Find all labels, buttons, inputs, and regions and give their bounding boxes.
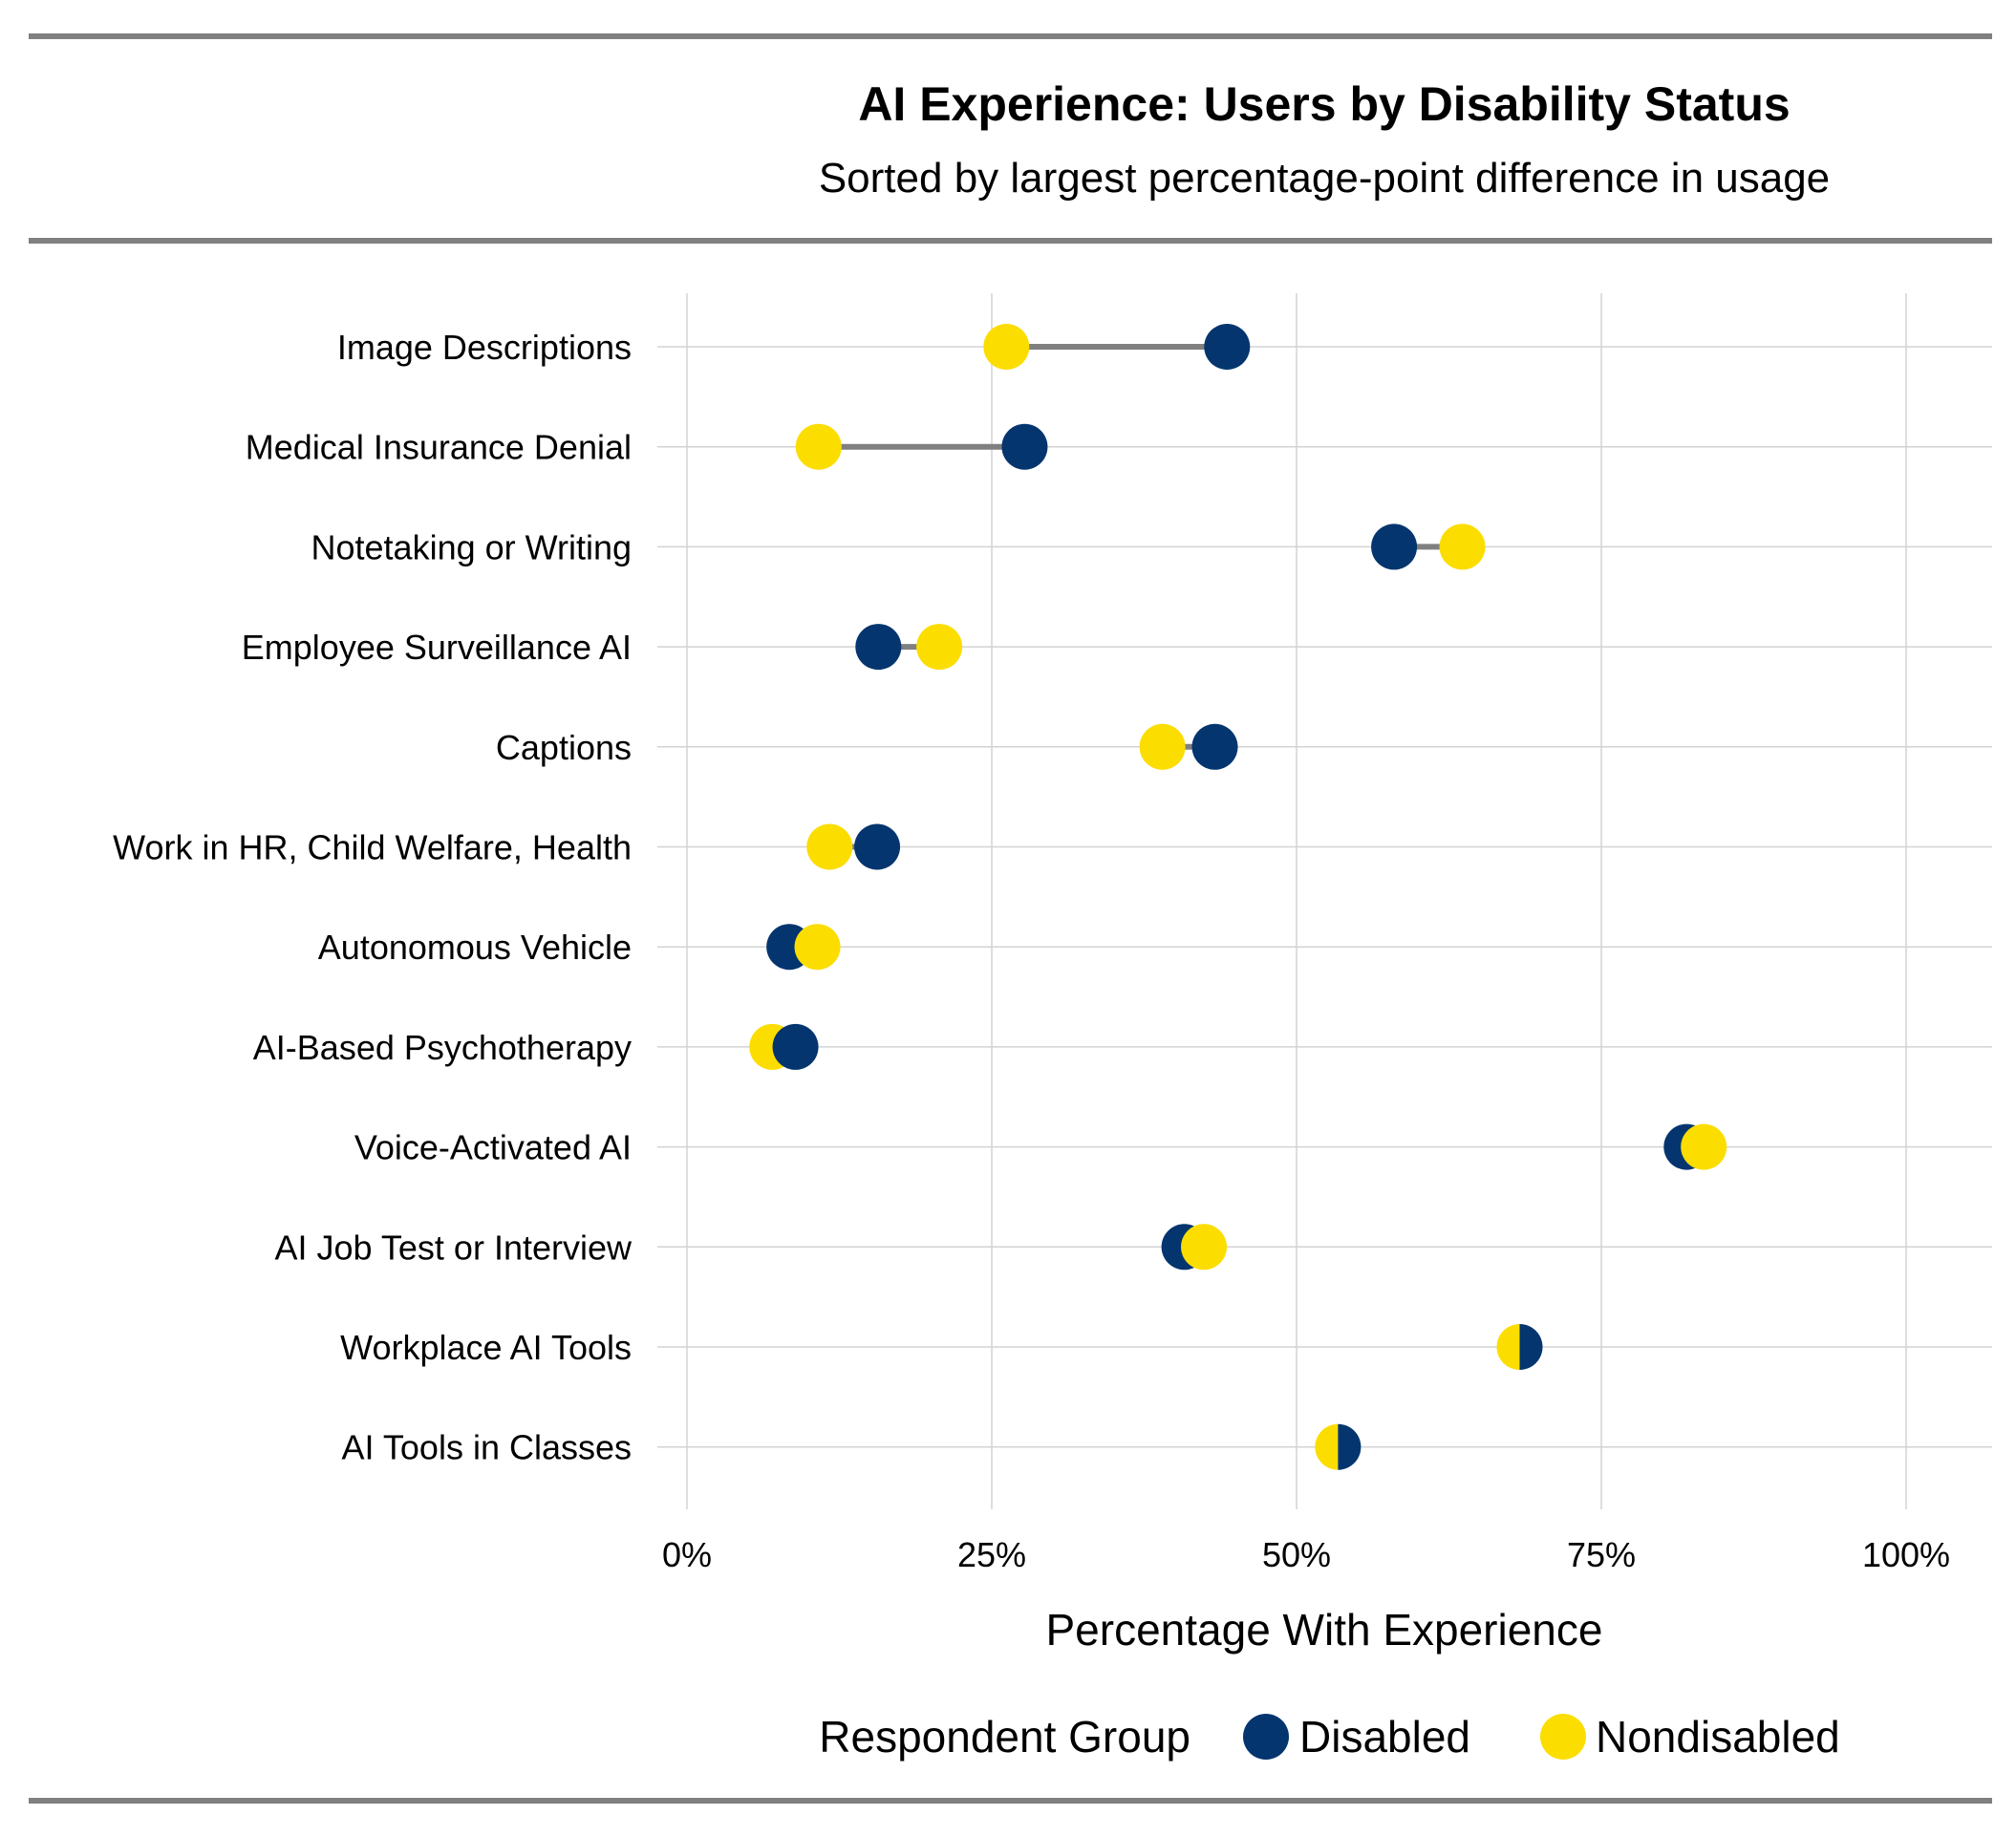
point-nondisabled [916,624,963,671]
point-disabled [855,624,902,671]
point-nondisabled [983,324,1030,370]
y-category-label: Medical Insurance Denial [246,428,632,467]
x-tick-label: 50% [1262,1535,1331,1574]
legend-swatch-nondisabled [1540,1714,1586,1760]
point-nondisabled [1181,1224,1228,1271]
grid [657,293,1992,1509]
point-disabled [1371,523,1418,570]
point-disabled [1191,723,1238,770]
point-nondisabled [1315,1423,1339,1470]
point-nondisabled [1139,723,1186,770]
legend-label-nondisabled: Nondisabled [1596,1712,1840,1762]
point-disabled [1001,423,1048,470]
point-nondisabled [1496,1324,1520,1370]
y-category-label: AI-Based Psychotherapy [253,1028,632,1067]
y-category-label: AI Tools in Classes [342,1428,632,1467]
point-disabled [1204,324,1251,370]
y-category-label: Captions [496,728,632,767]
x-tick-label: 25% [957,1535,1026,1574]
x-tick-label: 75% [1567,1535,1636,1574]
x-tick-label: 100% [1862,1535,1950,1574]
y-category-label: Image Descriptions [337,328,632,367]
y-category-label: Work in HR, Child Welfare, Health [113,828,632,867]
point-disabled [854,823,901,870]
y-category-label: Voice-Activated AI [354,1128,632,1167]
x-axis-title: Percentage With Experience [1046,1605,1603,1655]
point-nondisabled [1439,523,1486,570]
legend-swatch-disabled [1243,1714,1289,1760]
point-nondisabled [794,924,841,971]
y-category-label: Employee Surveillance AI [242,628,632,667]
legend: Respondent Group Disabled Nondisabled [819,1712,1839,1762]
point-disabled [1519,1324,1543,1370]
y-category-label: Autonomous Vehicle [318,928,632,967]
x-axis-ticks: 0% 25% 50% 75% 100% [662,1535,1950,1574]
point-nondisabled [806,823,853,870]
y-category-label: Notetaking or Writing [311,527,632,566]
chart-subtitle: Sorted by largest percentage-point diffe… [819,155,1830,202]
x-tick-label: 0% [662,1535,712,1574]
point-nondisabled [1681,1123,1727,1170]
point-disabled [772,1023,819,1070]
y-category-label: Workplace AI Tools [340,1328,632,1367]
chart-title: AI Experience: Users by Disability Statu… [858,77,1790,131]
point-disabled [1338,1423,1362,1470]
y-axis-labels: Image Descriptions Medical Insurance Deni… [113,328,633,1467]
y-category-label: AI Job Test or Interview [275,1228,633,1267]
point-nondisabled [795,423,842,470]
legend-label-disabled: Disabled [1299,1712,1470,1762]
legend-title: Respondent Group [819,1712,1190,1762]
data-marks [749,324,1727,1470]
